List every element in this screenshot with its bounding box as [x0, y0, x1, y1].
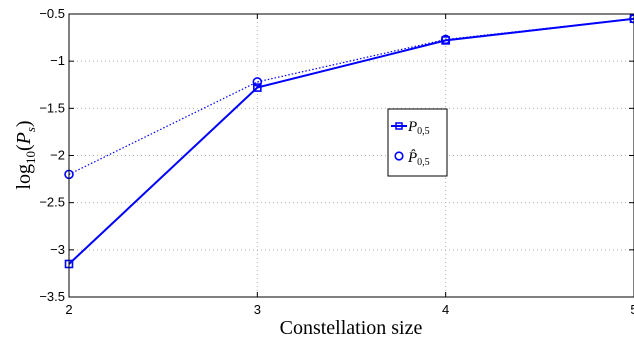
- y-tick-label: −3: [50, 242, 65, 257]
- legend-label-series-1: P: [407, 119, 417, 135]
- legend-sub-series-2: 0,5: [417, 157, 430, 168]
- y-tick-label: −1: [50, 53, 65, 68]
- legend-sub-series-1: 0,5: [417, 126, 430, 137]
- y-tick-label: −1.5: [39, 100, 65, 115]
- y-axis-title-base: 10: [23, 151, 38, 164]
- y-axis-title: log10(Ps): [13, 120, 38, 189]
- series-2-line: [68, 18, 634, 175]
- y-tick-label: −2.5: [39, 195, 65, 210]
- series-2-point: [252, 77, 263, 87]
- series-1-point: [253, 83, 262, 92]
- plot-frame: [68, 13, 634, 298]
- legend-entry-series-1: P0,5: [391, 119, 430, 137]
- legend-marker-circle: [394, 151, 404, 161]
- svg-text:log10(Ps): log10(Ps): [13, 120, 38, 189]
- legend-label-series-2: P̂: [407, 150, 417, 166]
- y-tick-label: −0.5: [39, 6, 65, 21]
- y-axis-ticks: −0.5 −1 −1.5 −2 −2.5 −3 −3.5: [39, 6, 634, 304]
- x-tick-label: 4: [442, 302, 449, 317]
- legend-box: [387, 108, 448, 177]
- y-axis-title-log: log: [13, 164, 35, 190]
- y-axis-title-var: P: [13, 132, 35, 145]
- x-axis-title: Constellation size: [280, 317, 423, 339]
- legend: P0,5 P̂0,5: [387, 108, 448, 177]
- x-tick-label: 5: [630, 302, 634, 317]
- svg-text:P0,5: P0,5: [407, 119, 430, 137]
- y-axis-title-var-sub: s: [23, 127, 38, 132]
- x-tick-label: 3: [254, 302, 261, 317]
- y-tick-label: −3.5: [39, 289, 65, 304]
- series-2-point: [629, 13, 634, 24]
- x-tick-label: 2: [65, 302, 72, 317]
- y-tick-label: −2: [50, 148, 65, 163]
- plot-background: [69, 14, 634, 297]
- svg-text:P̂0,5: P̂0,5: [407, 150, 430, 168]
- legend-entry-series-2: P̂0,5: [394, 150, 430, 168]
- series-2-point: [440, 34, 451, 45]
- legend-marker-square: [395, 122, 403, 130]
